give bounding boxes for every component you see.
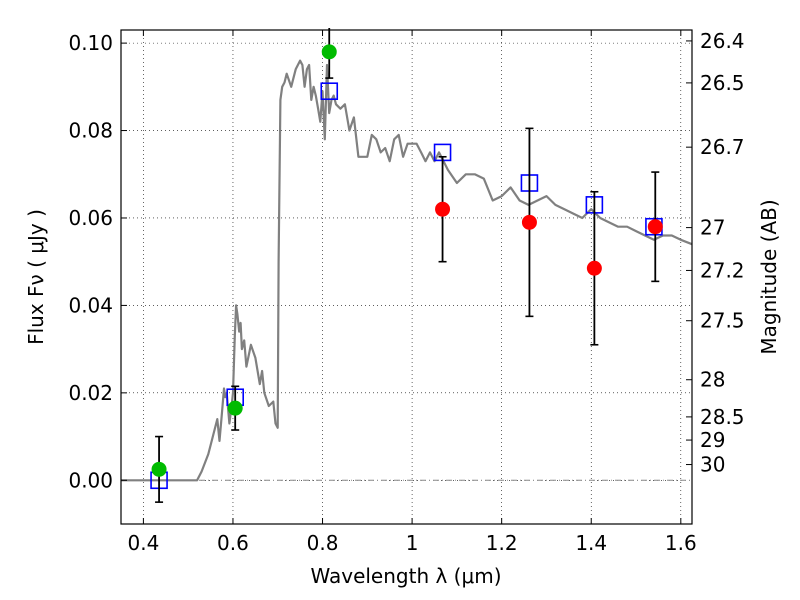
observed-flux-point: [435, 201, 451, 217]
y2-tick-label: 28: [700, 368, 725, 392]
x-tick-label: 1.2: [486, 531, 518, 555]
y2-tick-label: 30: [700, 453, 725, 477]
y-tick-label: 0.08: [68, 119, 113, 143]
y-tick-label: 0.10: [68, 31, 113, 55]
y2-tick-label: 27.2: [700, 258, 745, 282]
x-axis-title: Wavelength λ (μm): [310, 564, 501, 588]
model-spectrum-line: [121, 59, 693, 482]
y2-tick-label: 27.5: [700, 309, 745, 333]
model-flux-square: [320, 82, 339, 101]
observed-flux-point: [151, 461, 167, 477]
observed-flux-point: [321, 44, 337, 60]
y-tick-label: 0.06: [68, 206, 113, 230]
observed-flux-point: [521, 214, 537, 230]
y2-tick-label: 26.7: [700, 135, 745, 159]
observed-flux-point: [647, 219, 663, 235]
data-marks: [121, 28, 693, 503]
observed-flux-point: [586, 260, 602, 276]
x-axis-ticks: 0.4 0.6 0.8 1 1.2 1.4 1.6: [127, 30, 697, 555]
y2-tick-label: 29: [700, 428, 725, 452]
y-tick-label: 0.02: [68, 381, 113, 405]
plot-frame: [120, 29, 693, 525]
y2-tick-label: 26.5: [700, 71, 745, 95]
x-tick-label: 1.4: [575, 531, 607, 555]
observed-flux-point: [227, 400, 243, 416]
y2-tick-label: 28.5: [700, 405, 745, 429]
y2-tick-label: 27: [700, 216, 725, 240]
x-tick-label: 0.8: [307, 531, 339, 555]
y-tick-label: 0.04: [68, 293, 113, 317]
x-tick-label: 1: [406, 531, 419, 555]
x-tick-label: 0.6: [217, 531, 249, 555]
y-axis-title: Flux Fν ( μJy ): [24, 209, 48, 345]
x-tick-label: 0.4: [127, 531, 159, 555]
x-tick-label: 1.6: [665, 531, 697, 555]
y2-axis-title: Magnitude (AB): [757, 199, 781, 354]
y-axis-ticks: 0.00 0.02 0.04 0.06 0.08 0.10: [68, 31, 127, 492]
y-tick-label: 0.00: [68, 468, 113, 492]
y2-tick-label: 26.4: [700, 29, 745, 53]
